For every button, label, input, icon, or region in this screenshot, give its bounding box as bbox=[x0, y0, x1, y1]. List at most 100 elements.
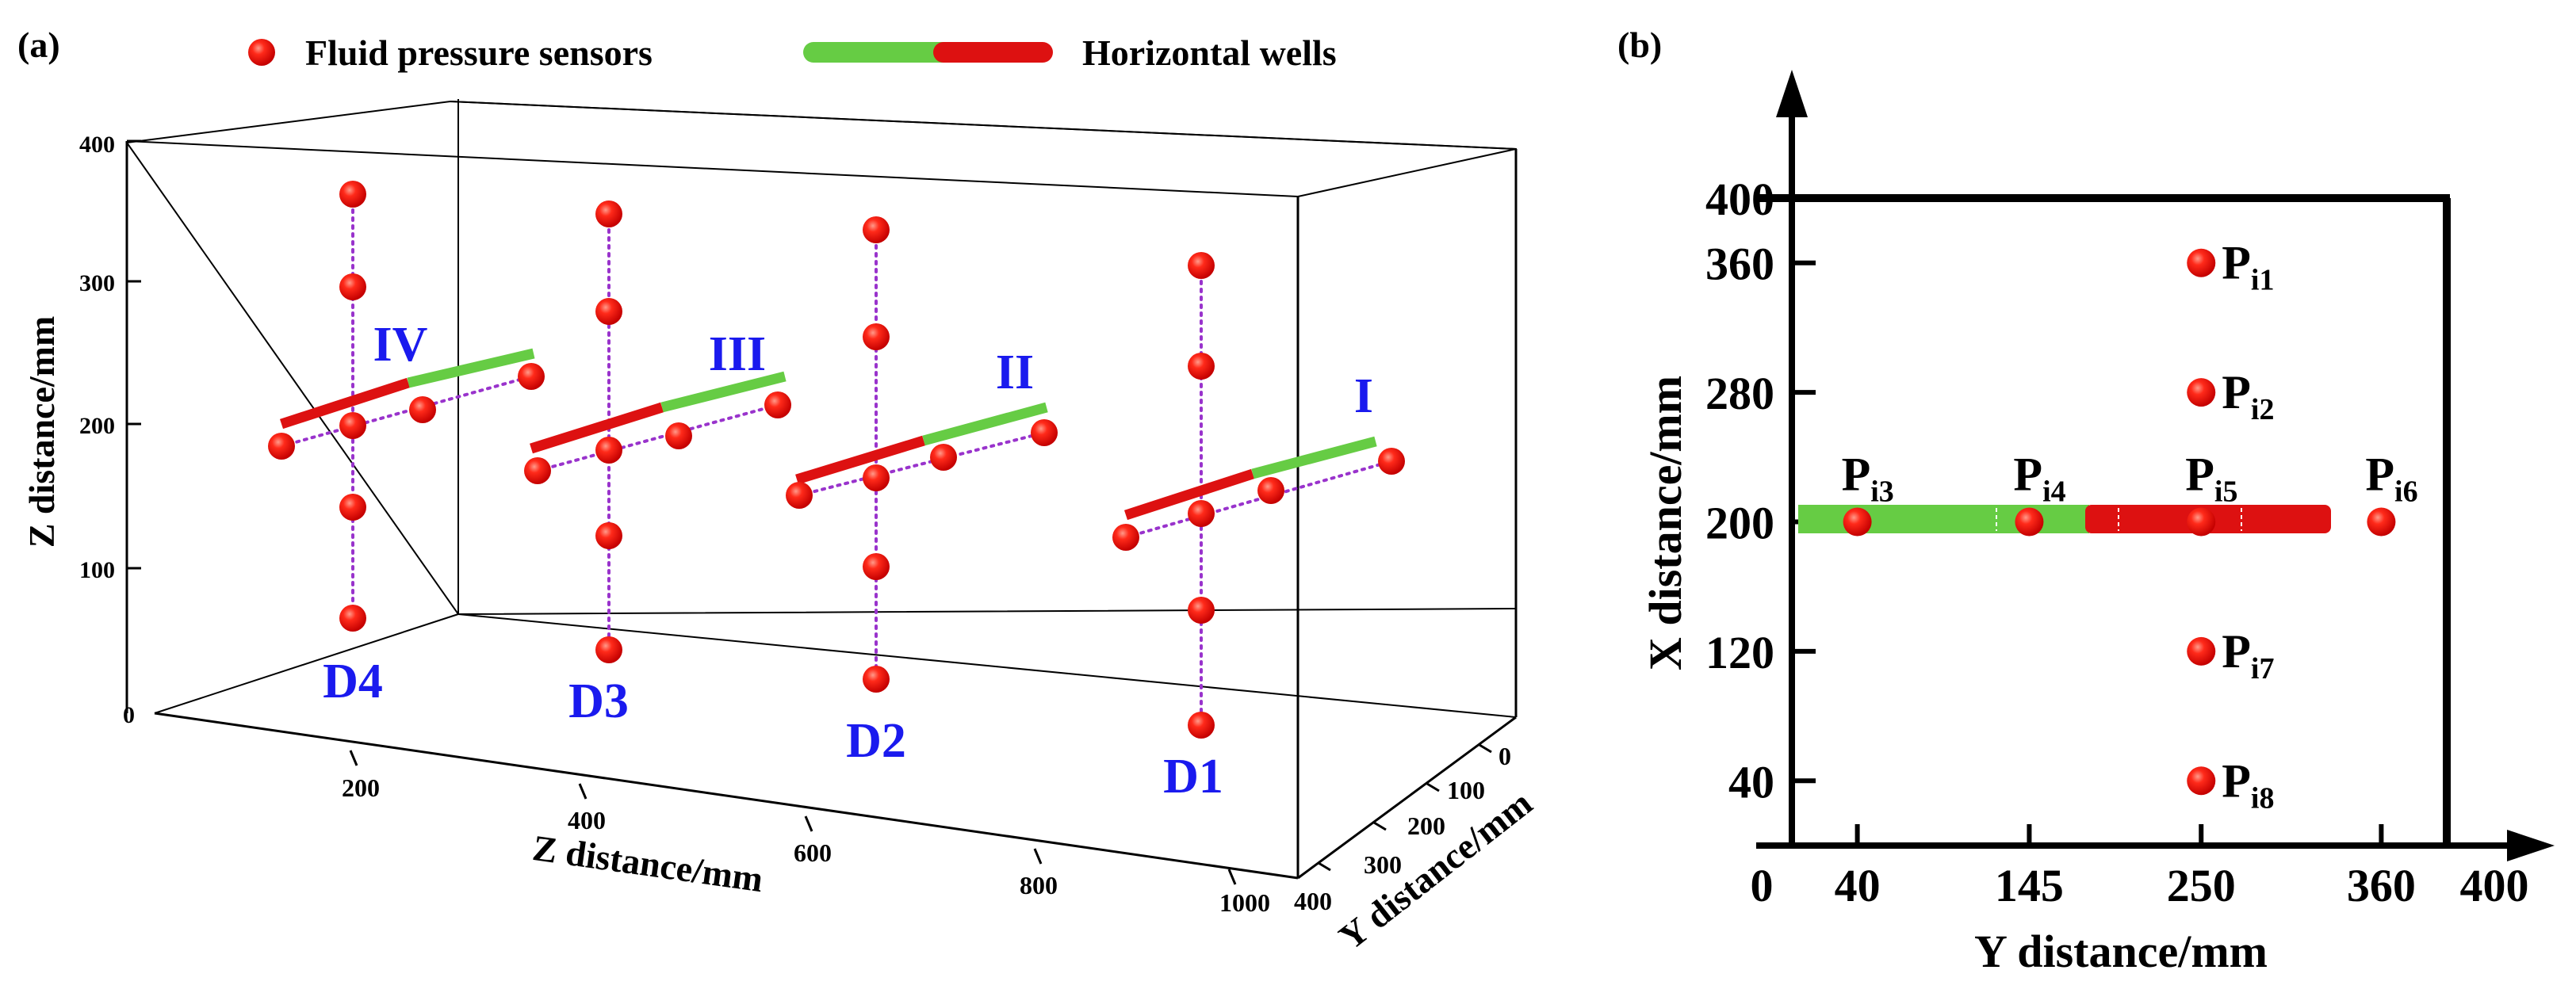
well-groups: IV D4 III D3 II D2 I D1 bbox=[268, 181, 1405, 804]
well-roman-label: II bbox=[996, 346, 1034, 399]
horizontal-sensor-line bbox=[798, 431, 1046, 497]
panel-b-label: (b) bbox=[1617, 25, 1662, 65]
well-green-section bbox=[407, 348, 535, 388]
sensor-marker bbox=[409, 396, 436, 423]
sensor-marker bbox=[2367, 507, 2396, 537]
y-tick-300: 300 bbox=[1364, 850, 1402, 879]
panel-b: (b) 40 120 200 280 360 400 0 40 145 250 360 400 Pi1… bbox=[1617, 25, 2555, 977]
y-tick-200: 200 bbox=[1407, 811, 1445, 840]
sensor-marker bbox=[2187, 636, 2216, 666]
sensor-marker bbox=[1188, 597, 1215, 624]
sensor-label: Pi2 bbox=[2222, 366, 2274, 426]
column-label: D3 bbox=[568, 674, 629, 728]
panel-b-y-axis-label: X distance/mm bbox=[1640, 376, 1691, 670]
z-depth-axis bbox=[349, 750, 1237, 885]
y-tick-label: 40 bbox=[1728, 756, 1774, 808]
sensor-label: Pi5 bbox=[2185, 449, 2237, 509]
y-tick-label: 280 bbox=[1705, 368, 1774, 419]
horizontal-sensor-line bbox=[1124, 460, 1393, 539]
panel-b-axes bbox=[1754, 70, 2555, 861]
sensor-marker bbox=[764, 391, 791, 418]
x-tick-label: 0 bbox=[1751, 860, 1774, 911]
sensor-marker bbox=[524, 457, 551, 484]
sensor-marker bbox=[2187, 378, 2216, 407]
sensor-label: Pi3 bbox=[1842, 449, 1894, 509]
z-tick-400: 400 bbox=[79, 132, 115, 158]
column-label: D4 bbox=[323, 655, 383, 708]
y-tick-400: 400 bbox=[1294, 887, 1332, 915]
sensor-marker bbox=[1188, 712, 1215, 739]
y-tick-label: 120 bbox=[1705, 627, 1774, 678]
z-depth-tick-400: 400 bbox=[568, 806, 606, 834]
z-depth-tick-labels: 200 400 600 800 1000 Z distance/mm bbox=[342, 773, 1270, 917]
sensor-marker bbox=[1112, 524, 1139, 551]
sensor-label: Pi8 bbox=[2222, 754, 2274, 815]
sensor-marker bbox=[2187, 507, 2216, 537]
y-axis-3d-label: Y distance/mm bbox=[1331, 782, 1540, 957]
z-vertical-axis: 400 300 200 100 0 Z distance/mm bbox=[21, 132, 141, 728]
sensor-marker bbox=[863, 216, 890, 243]
well-group-d3: III D3 bbox=[524, 200, 791, 728]
sensor-marker bbox=[339, 181, 366, 208]
sensor-marker bbox=[863, 323, 890, 350]
well-green-section bbox=[660, 371, 787, 413]
z-depth-tick-800: 800 bbox=[1020, 871, 1058, 899]
legend-sensor-label: Fluid pressure sensors bbox=[305, 32, 653, 73]
sensor-marker bbox=[863, 464, 890, 491]
sensor-marker bbox=[863, 553, 890, 580]
sensor-marker bbox=[665, 422, 692, 449]
sensor-marker bbox=[595, 522, 622, 549]
panel-b-x-axis-label: Y distance/mm bbox=[1974, 926, 2268, 977]
sensor-marker bbox=[339, 412, 366, 439]
y-axis-arrow-icon bbox=[1776, 70, 1808, 117]
y-tick-label: 400 bbox=[1705, 174, 1774, 225]
sensor-marker bbox=[2187, 766, 2216, 796]
sensor-marker bbox=[339, 494, 366, 521]
x-axis-arrow-icon bbox=[2507, 830, 2555, 861]
sensor-marker bbox=[863, 666, 890, 693]
column-label: D1 bbox=[1163, 750, 1223, 804]
sensor-marker bbox=[1031, 419, 1058, 446]
panel-b-ticks: 40 120 200 280 360 400 0 40 145 250 360 400 bbox=[1705, 174, 2529, 911]
sensor-marker bbox=[339, 605, 366, 632]
column-label: D2 bbox=[846, 714, 906, 768]
sensor-marker bbox=[595, 636, 622, 663]
sensor-i7: Pi7 bbox=[2187, 625, 2274, 685]
horizontal-sensor-line bbox=[536, 403, 779, 472]
x-tick-label: 250 bbox=[2167, 860, 2236, 911]
sensor-i5: Pi5 bbox=[2185, 449, 2237, 537]
z-depth-tick-600: 600 bbox=[794, 838, 832, 867]
sensor-marker bbox=[1257, 477, 1284, 504]
z-tick-100: 100 bbox=[79, 557, 115, 583]
y-tick-0: 0 bbox=[1499, 742, 1511, 770]
x-tick-label: 40 bbox=[1835, 860, 1881, 911]
well-group-d2: II D2 bbox=[786, 216, 1058, 768]
sensor-marker bbox=[2015, 507, 2044, 537]
sensor-marker bbox=[339, 273, 366, 300]
legend: Fluid pressure sensors Horizontal wells bbox=[248, 32, 1337, 73]
well-red-section bbox=[279, 377, 411, 430]
well-green-section bbox=[922, 402, 1048, 446]
sensor-i3: Pi3 bbox=[1842, 449, 1894, 537]
legend-well-label: Horizontal wells bbox=[1082, 32, 1337, 73]
legend-sensor-marker bbox=[248, 39, 275, 66]
well-green-section bbox=[1251, 436, 1377, 479]
sensor-i6: Pi6 bbox=[2365, 449, 2418, 537]
x-tick-label: 360 bbox=[2347, 860, 2416, 911]
well-red-section bbox=[530, 402, 664, 454]
sensor-marker bbox=[1188, 500, 1215, 527]
sensor-label: Pi6 bbox=[2365, 449, 2417, 509]
panel-b-well bbox=[1798, 505, 2331, 533]
z-depth-tick-200: 200 bbox=[342, 773, 380, 802]
z-vertical-axis-label: Z distance/mm bbox=[21, 316, 62, 548]
sensor-marker bbox=[1843, 507, 1872, 537]
sensor-label: Pi4 bbox=[2013, 449, 2065, 509]
sensor-i4: Pi4 bbox=[2013, 449, 2066, 537]
well-group-d4: IV D4 bbox=[268, 181, 545, 708]
well-roman-label: IV bbox=[373, 318, 428, 372]
y-axis-3d: 400 300 200 100 0 Y distance/mm bbox=[1294, 742, 1540, 957]
sensor-marker bbox=[1188, 353, 1215, 380]
well-red-section bbox=[795, 435, 925, 485]
z-depth-tick-1000: 1000 bbox=[1219, 888, 1270, 917]
sensor-marker bbox=[595, 298, 622, 325]
